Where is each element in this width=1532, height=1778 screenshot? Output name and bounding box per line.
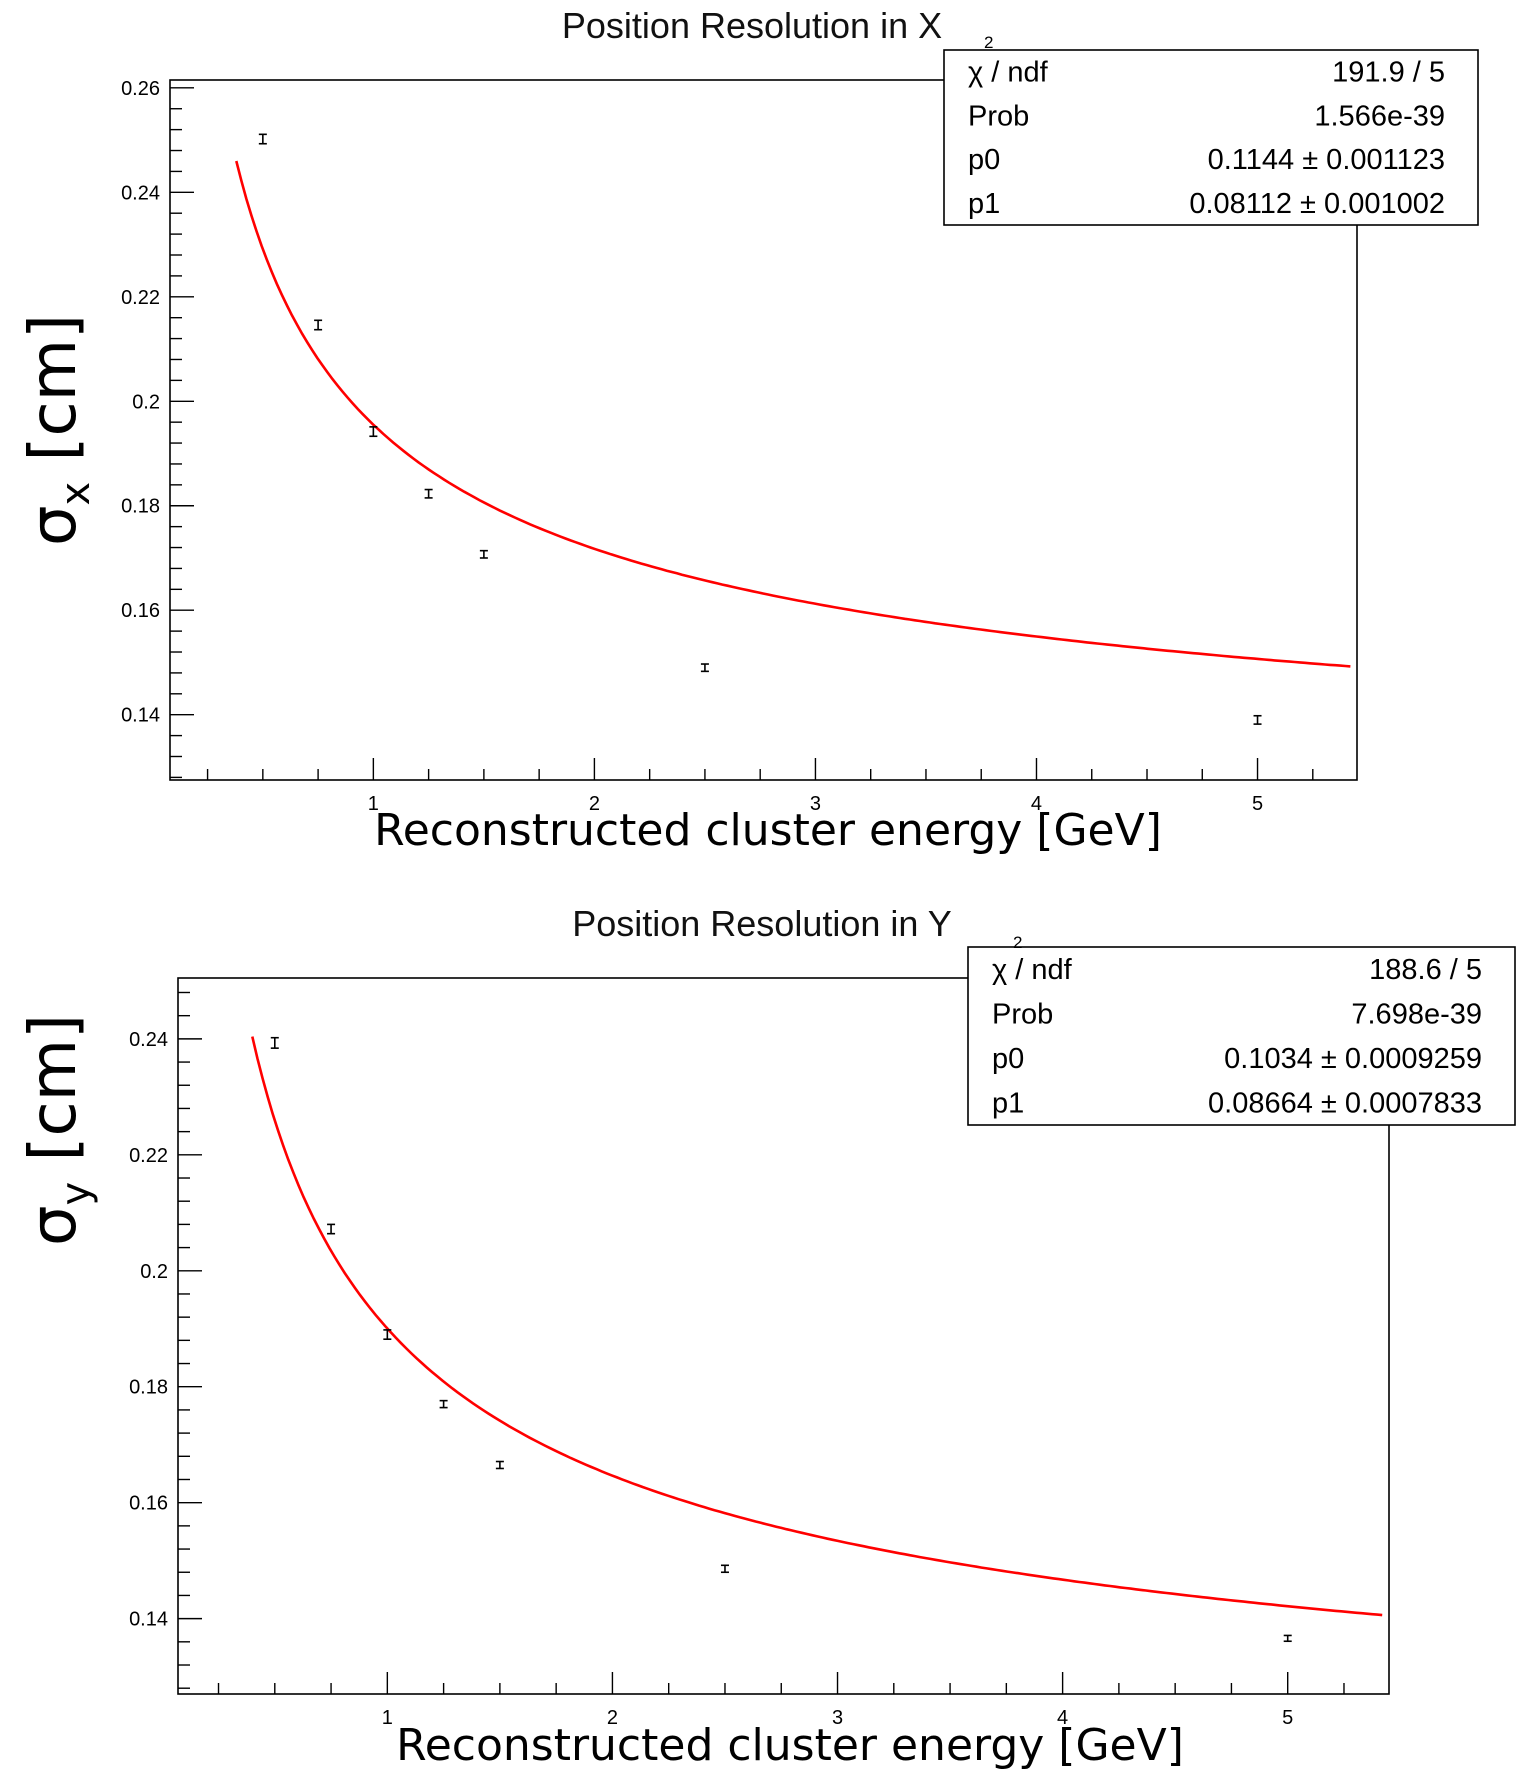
y-tick-label: 0.2 [140,1261,168,1283]
y-tick-label: 0.14 [129,1609,168,1631]
y-tick-label: 0.16 [129,1493,168,1515]
chart-title: Position Resolution in X [562,5,942,46]
fit-curve [251,1036,1383,1617]
stats-value: 0.1144 ± 0.001123 [1208,144,1445,176]
stats-label: p0 [968,144,1000,176]
data-point [424,488,433,499]
y-tick-label: 0.18 [129,1377,168,1399]
data-point [369,426,378,438]
stats-label: χ / ndf [968,57,1049,89]
y-tick-label: 0.14 [121,705,160,727]
y-tick-label: 0.26 [121,78,160,100]
data-point [1283,1634,1292,1643]
stats-label: Prob [992,999,1053,1031]
stats-label: χ / ndf [992,954,1073,986]
data-points [270,1036,1292,1643]
stats-value: 0.1034 ± 0.0009259 [1224,1043,1482,1075]
x-tick-label: 4 [1031,793,1042,815]
stats-superscript: 2 [1013,933,1022,952]
x-axis-label: Reconstructed cluster energy [GeV] [396,1720,1184,1771]
data-point [439,1399,448,1409]
stats-label: Prob [968,100,1029,132]
y-axis-label: σy [cm] [17,1014,99,1246]
plot-frame [177,977,1390,1695]
y-tick-label: 0.24 [121,182,160,204]
x-tick-label: 5 [1252,793,1263,815]
data-point [700,663,709,673]
stats-value: 191.9 / 5 [1332,57,1445,89]
x-tick-label: 3 [832,1707,843,1729]
axes: 1 2 3 4 5 0.14 0.16 0.18 0.2 0.22 0.24 [129,991,1345,1729]
x-tick-label: 2 [589,793,600,815]
x-tick-label: 1 [368,793,379,815]
stats-label: p0 [992,1043,1024,1075]
plot-frame [169,79,1358,781]
data-point [495,1460,504,1470]
stats-box: χ / ndf 2 191.9 / 5 Prob 1.566e-39 p0 0.1144 ±… [943,33,1479,226]
fit-curve [235,160,1351,668]
x-tick-label: 2 [607,1707,618,1729]
stats-value: 0.08664 ± 0.0007833 [1208,1088,1482,1120]
stats-label: p1 [992,1088,1024,1120]
stats-frame [967,946,1516,1126]
data-point [270,1036,279,1049]
x-tick-label: 3 [810,793,821,815]
y-tick-label: 0.22 [129,1145,168,1167]
chart-title: Position Resolution in Y [572,903,952,944]
y-tick-label: 0.24 [129,1029,168,1051]
stats-value: 7.698e-39 [1351,999,1482,1031]
data-point [327,1223,336,1235]
y-tick-label: 0.22 [121,287,160,309]
data-point [720,1564,729,1574]
y-axis-label: σx [cm] [17,314,99,546]
stats-value: 0.08112 ± 0.001002 [1189,188,1445,220]
data-points [258,133,1262,725]
x-tick-label: 5 [1282,1707,1293,1729]
stats-box: χ / ndf 2 188.6 / 5 Prob 7.698e-39 p0 0.1034 ±… [967,933,1516,1126]
stats-superscript: 2 [984,33,993,52]
data-point [1253,714,1262,725]
x-axis-label: Reconstructed cluster energy [GeV] [374,805,1162,856]
stats-value: 1.566e-39 [1314,100,1445,132]
x-tick-label: 1 [382,1707,393,1729]
data-point [314,319,323,331]
y-tick-label: 0.18 [121,496,160,518]
axes: 1 2 3 4 5 0.14 0.16 0.18 0.2 0.22 0.24 0.26 [121,78,1314,815]
panel-x: Position Resolution in X 1 2 3 4 5 0.14 0.16 0.… [17,5,1479,856]
y-tick-label: 0.16 [121,600,160,622]
stats-value: 188.6 / 5 [1369,954,1482,986]
stats-label: p1 [968,188,1000,220]
stats-frame [943,49,1479,226]
data-point [479,549,488,559]
panel-y: Position Resolution in Y 1 2 3 4 5 0.14 0.16 0.… [17,903,1516,1771]
data-point [258,133,267,145]
x-tick-label: 4 [1057,1707,1068,1729]
data-point [383,1329,392,1340]
y-tick-label: 0.2 [132,391,160,413]
